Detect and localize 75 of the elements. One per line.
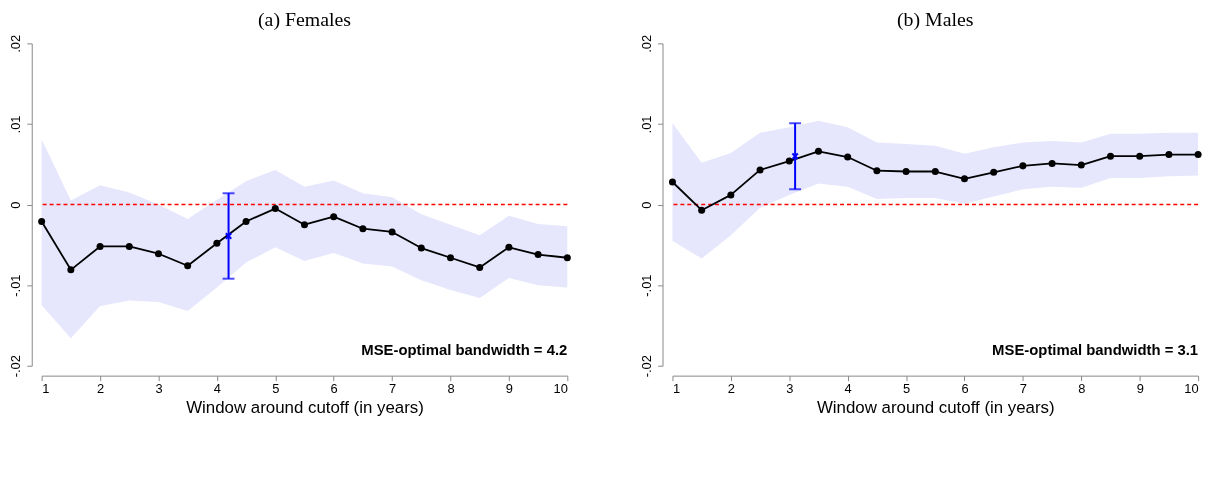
point xyxy=(756,166,764,174)
x-tick-label: 6 xyxy=(961,381,969,396)
y-tick-label: 0 xyxy=(639,201,655,209)
point xyxy=(300,221,308,229)
point xyxy=(791,152,799,160)
chart-title: (a) Females xyxy=(257,8,352,32)
x-axis-title: Window around cutoff (in years) xyxy=(186,397,424,417)
point xyxy=(330,213,338,221)
point xyxy=(447,254,455,262)
point xyxy=(271,205,279,213)
point xyxy=(242,217,250,225)
point xyxy=(873,167,881,175)
point xyxy=(814,147,822,155)
x-tick-label: 1 xyxy=(42,381,50,396)
point xyxy=(96,242,104,250)
point xyxy=(698,206,706,214)
x-tick-label: 7 xyxy=(1019,381,1027,396)
x-tick-label: 6 xyxy=(330,381,338,396)
y-tick-label: .01 xyxy=(8,115,24,134)
point xyxy=(67,266,75,274)
point xyxy=(563,254,571,262)
point xyxy=(1107,152,1115,160)
annotation: MSE-optimal bandwidth = 3.1 xyxy=(992,341,1199,358)
x-tick-label: 9 xyxy=(505,381,513,396)
point xyxy=(38,217,46,225)
point xyxy=(1077,161,1085,169)
point xyxy=(388,228,396,236)
x-tick-label: 10 xyxy=(553,381,568,396)
y-tick-label: 0 xyxy=(8,201,24,209)
point xyxy=(1019,162,1027,170)
x-tick-label: 3 xyxy=(786,381,794,396)
x-tick-label: 7 xyxy=(389,381,397,396)
point xyxy=(1136,152,1144,160)
point xyxy=(1165,151,1173,159)
y-tick-label: .02 xyxy=(8,34,24,53)
point xyxy=(125,242,133,250)
point xyxy=(727,191,735,199)
y-tick-label: -.01 xyxy=(639,274,655,297)
x-axis-title: Window around cutoff (in years) xyxy=(816,397,1055,417)
x-tick-label: 9 xyxy=(1136,381,1144,396)
annotation: MSE-optimal bandwidth = 4.2 xyxy=(361,341,568,358)
point xyxy=(785,157,793,165)
x-tick-label: 8 xyxy=(1078,381,1086,396)
x-tick-label: 2 xyxy=(96,381,105,396)
x-tick-label: 3 xyxy=(155,381,163,396)
y-tick-label: .02 xyxy=(639,34,655,53)
point xyxy=(505,243,513,251)
x-tick-label: 4 xyxy=(213,381,221,396)
point xyxy=(990,168,998,176)
point xyxy=(184,262,192,270)
point xyxy=(1048,159,1056,167)
point xyxy=(1194,151,1202,159)
x-tick-label: 5 xyxy=(272,381,280,396)
point xyxy=(154,250,162,258)
point xyxy=(359,225,367,233)
x-tick-label: 1 xyxy=(672,381,681,396)
x-tick-label: 10 xyxy=(1184,381,1199,396)
point xyxy=(417,244,425,252)
point xyxy=(668,178,676,186)
x-tick-label: 5 xyxy=(902,381,911,396)
point xyxy=(960,175,968,183)
x-tick-label: 4 xyxy=(844,381,852,396)
point xyxy=(534,251,542,259)
y-tick-label: -.01 xyxy=(8,274,24,297)
point xyxy=(476,263,484,271)
x-tick-label: 2 xyxy=(727,381,735,396)
point xyxy=(902,168,910,176)
chart-title: (b) Males xyxy=(897,8,974,32)
point xyxy=(931,168,939,176)
x-tick-label: 8 xyxy=(447,381,455,396)
y-tick-label: -.02 xyxy=(639,355,655,378)
point xyxy=(844,153,852,161)
point xyxy=(213,239,221,247)
y-tick-label: -.02 xyxy=(8,355,24,378)
y-tick-label: .01 xyxy=(639,115,655,134)
